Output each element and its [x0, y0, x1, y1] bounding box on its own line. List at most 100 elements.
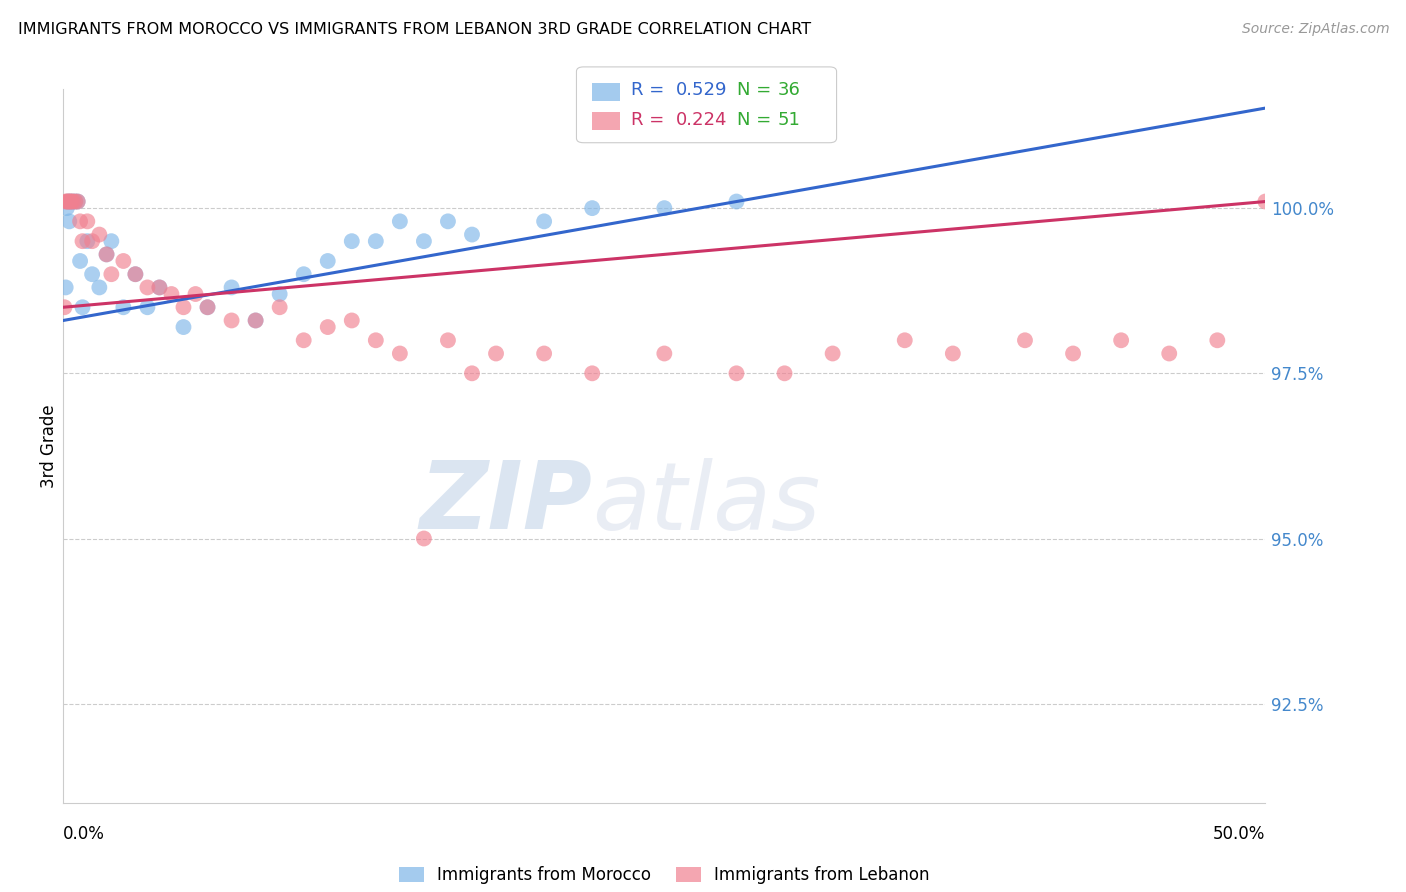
Point: [76, 214, 98, 228]
Point: [56, 201, 79, 215]
Point: [58, 194, 80, 209]
Point: [89, 227, 111, 242]
Point: [1159, 346, 1181, 360]
Point: [56, 194, 79, 209]
Point: [82, 267, 104, 281]
Point: [1254, 194, 1277, 209]
Text: 0.0%: 0.0%: [63, 825, 105, 843]
Point: [1014, 333, 1036, 347]
Point: [100, 234, 122, 248]
Point: [437, 214, 460, 228]
Point: [124, 267, 146, 281]
Point: [66, 194, 89, 209]
Point: [821, 346, 844, 360]
Point: [364, 333, 387, 347]
Text: R =: R =: [631, 81, 671, 99]
Point: [55, 280, 77, 294]
Point: [340, 313, 363, 327]
Point: [773, 367, 796, 381]
Point: [485, 346, 508, 360]
Point: [197, 300, 219, 314]
Point: [76, 234, 98, 248]
Point: [245, 313, 267, 327]
Point: [89, 280, 111, 294]
Point: [725, 367, 748, 381]
Point: [148, 280, 170, 294]
Point: [652, 346, 676, 360]
Point: [172, 320, 194, 334]
Point: [316, 254, 339, 268]
Point: [245, 313, 267, 327]
Point: [184, 287, 207, 301]
Point: [437, 333, 460, 347]
Point: [59, 194, 82, 209]
Point: [292, 333, 315, 347]
Point: [72, 234, 94, 248]
Point: [388, 346, 411, 360]
Point: [725, 194, 748, 209]
Point: [413, 532, 436, 546]
Point: [72, 300, 94, 314]
Point: [461, 367, 484, 381]
Point: [56, 194, 79, 209]
Point: [66, 194, 89, 209]
Point: [533, 214, 555, 228]
Text: 36: 36: [778, 81, 800, 99]
Point: [136, 300, 159, 314]
Point: [65, 194, 87, 209]
Point: [316, 320, 339, 334]
Point: [652, 201, 676, 215]
Text: 50.0%: 50.0%: [1213, 825, 1265, 843]
Point: [197, 300, 219, 314]
Point: [62, 194, 84, 209]
Text: 0.224: 0.224: [676, 111, 728, 128]
Point: [60, 194, 83, 209]
Point: [533, 346, 555, 360]
Text: N =: N =: [737, 81, 776, 99]
Point: [942, 346, 965, 360]
Point: [148, 280, 170, 294]
Point: [124, 267, 146, 281]
Point: [269, 300, 291, 314]
Point: [96, 247, 118, 261]
Point: [364, 234, 387, 248]
Point: [56, 194, 79, 209]
Point: [221, 280, 243, 294]
Point: [172, 300, 194, 314]
Point: [96, 247, 118, 261]
Point: [292, 267, 315, 281]
Point: [136, 280, 159, 294]
Point: [69, 254, 91, 268]
Point: [100, 267, 122, 281]
Legend: Immigrants from Morocco, Immigrants from Lebanon: Immigrants from Morocco, Immigrants from…: [392, 860, 936, 891]
Point: [69, 214, 91, 228]
Point: [55, 194, 77, 209]
Point: [58, 214, 80, 228]
Point: [82, 234, 104, 248]
Text: R =: R =: [631, 111, 671, 128]
Point: [1206, 333, 1229, 347]
Point: [388, 214, 411, 228]
Point: [581, 367, 603, 381]
Point: [59, 194, 82, 209]
Text: atlas: atlas: [592, 458, 821, 549]
Point: [461, 227, 484, 242]
Point: [160, 287, 183, 301]
Text: ZIP: ZIP: [419, 457, 592, 549]
Point: [413, 234, 436, 248]
Point: [65, 194, 87, 209]
Text: 51: 51: [778, 111, 800, 128]
Text: 0.529: 0.529: [676, 81, 728, 99]
Text: Source: ZipAtlas.com: Source: ZipAtlas.com: [1241, 22, 1389, 37]
Point: [112, 300, 135, 314]
Point: [1062, 346, 1084, 360]
Text: IMMIGRANTS FROM MOROCCO VS IMMIGRANTS FROM LEBANON 3RD GRADE CORRELATION CHART: IMMIGRANTS FROM MOROCCO VS IMMIGRANTS FR…: [18, 22, 811, 37]
Point: [269, 287, 291, 301]
Point: [340, 234, 363, 248]
Point: [53, 300, 76, 314]
Point: [1109, 333, 1132, 347]
Point: [894, 333, 917, 347]
Point: [112, 254, 135, 268]
Point: [62, 194, 84, 209]
Point: [221, 313, 243, 327]
